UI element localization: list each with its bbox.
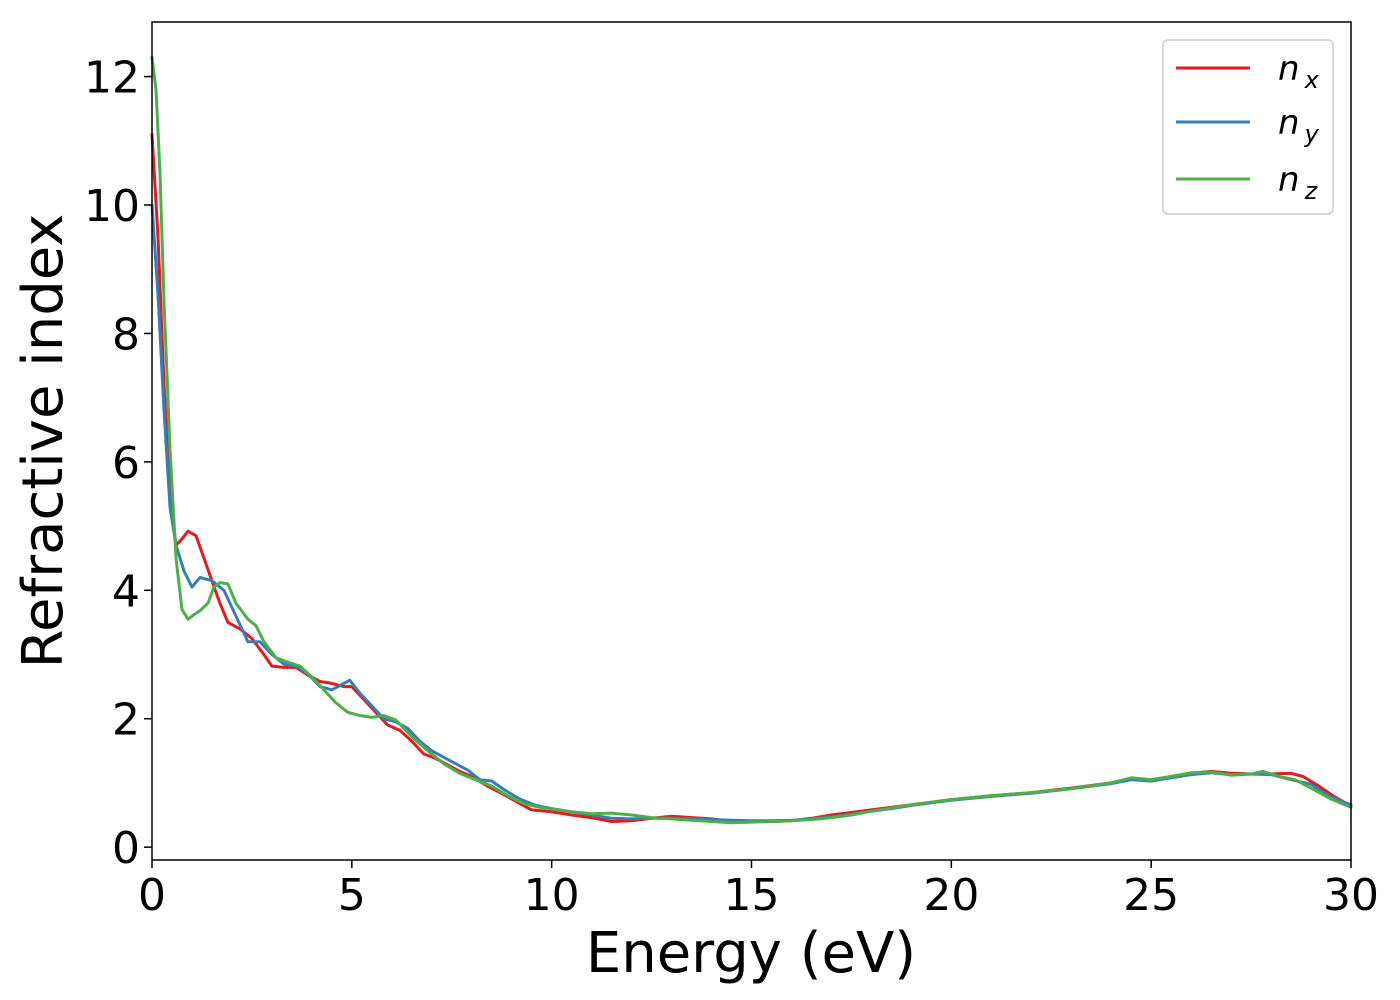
- x-tick-label: 5: [338, 870, 366, 921]
- x-tick-label: 0: [138, 870, 166, 921]
- x-tick-label: 10: [524, 870, 580, 921]
- series-layer: [150, 55, 1353, 825]
- legend-label-nx-base: n: [1278, 49, 1300, 89]
- y-tick-label: 4: [112, 566, 140, 617]
- y-tick-label: 0: [112, 823, 140, 874]
- series-line-nz: [150, 55, 1353, 825]
- y-axis-title: Refractive index: [11, 214, 76, 669]
- legend: n x n y n z: [1162, 39, 1334, 215]
- legend-label-nz-base: n: [1278, 160, 1300, 200]
- y-tick-label: 8: [112, 309, 140, 360]
- x-axis-title: Energy (eV): [586, 921, 916, 986]
- y-tick-label: 6: [112, 438, 140, 489]
- y-axis-ticks: 0 2 4 6 8 10 12: [84, 53, 152, 874]
- legend-label-ny: n y: [1278, 103, 1320, 148]
- legend-label-nx: n x: [1278, 49, 1320, 94]
- legend-label-nx-sub: x: [1304, 66, 1320, 94]
- x-tick-label: 25: [1123, 870, 1179, 921]
- legend-label-nz: n z: [1278, 160, 1319, 205]
- legend-label-ny-base: n: [1278, 103, 1300, 143]
- x-tick-label: 30: [1323, 870, 1379, 921]
- x-tick-label: 20: [923, 870, 979, 921]
- x-tick-label: 15: [724, 870, 780, 921]
- y-tick-label: 12: [84, 53, 140, 104]
- legend-label-nz-sub: z: [1304, 177, 1319, 205]
- y-tick-label: 10: [84, 181, 140, 232]
- legend-box: [1162, 39, 1334, 215]
- y-tick-label: 2: [112, 695, 140, 746]
- legend-label-ny-sub: y: [1304, 120, 1320, 148]
- x-axis-ticks: 0 5 10 15 20 25 30: [138, 860, 1379, 921]
- plot-area: [152, 22, 1351, 860]
